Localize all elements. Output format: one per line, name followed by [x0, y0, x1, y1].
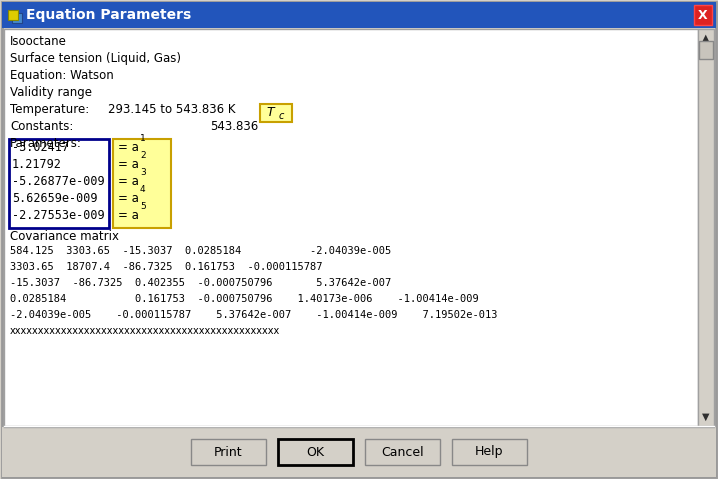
Text: T: T	[266, 105, 274, 118]
Text: 1.21792: 1.21792	[12, 158, 62, 171]
Text: -5.26877e-009: -5.26877e-009	[12, 175, 105, 188]
Bar	[12, 13, 22, 23]
Text: 5.62659e-009: 5.62659e-009	[12, 192, 98, 205]
Bar	[2, 427, 716, 477]
Text: 543.836: 543.836	[210, 120, 258, 133]
Text: xxxxxxxxxxxxxxxxxxxxxxxxxxxxxxxxxxxxxxxxxxxxxxx: xxxxxxxxxxxxxxxxxxxxxxxxxxxxxxxxxxxxxxxx…	[10, 326, 280, 336]
Bar	[9, 139, 109, 228]
Text: = a: = a	[118, 192, 139, 205]
Bar	[191, 439, 266, 465]
Bar	[698, 29, 714, 426]
Text: Equation Parameters: Equation Parameters	[26, 8, 191, 22]
Text: Isooctane: Isooctane	[10, 35, 67, 48]
Text: = a: = a	[118, 175, 139, 188]
Text: Print: Print	[214, 445, 243, 458]
Bar	[4, 29, 698, 426]
Text: 3: 3	[140, 168, 146, 177]
Text: Covariance matrix: Covariance matrix	[10, 230, 119, 243]
Bar	[694, 5, 712, 25]
Text: Constants:: Constants:	[10, 120, 73, 133]
Text: -2.27553e-009: -2.27553e-009	[12, 209, 105, 222]
Text: = a: = a	[118, 158, 139, 171]
Bar	[452, 439, 527, 465]
Text: ▼: ▼	[702, 412, 710, 422]
Text: Surface tension (Liquid, Gas): Surface tension (Liquid, Gas)	[10, 52, 181, 65]
Text: 0.0285184           0.161753  -0.000750796    1.40173e-006    -1.00414e-009: 0.0285184 0.161753 -0.000750796 1.40173e…	[10, 294, 479, 304]
Bar	[8, 10, 18, 20]
Text: -15.3037  -86.7325  0.402355  -0.000750796       5.37642e-007: -15.3037 -86.7325 0.402355 -0.000750796 …	[10, 278, 391, 288]
Text: Cancel: Cancel	[381, 445, 424, 458]
Text: Parameters:: Parameters:	[10, 137, 82, 150]
Text: X: X	[698, 9, 708, 22]
Text: 5: 5	[140, 202, 146, 211]
Text: 4: 4	[140, 185, 146, 194]
Text: ▲: ▲	[702, 33, 710, 43]
Text: Help: Help	[475, 445, 504, 458]
Bar	[260, 104, 292, 122]
Text: c: c	[279, 111, 284, 121]
Text: 2: 2	[140, 151, 146, 160]
Text: 3303.65  18707.4  -86.7325  0.161753  -0.000115787: 3303.65 18707.4 -86.7325 0.161753 -0.000…	[10, 262, 322, 272]
Bar	[365, 439, 440, 465]
Text: Temperature:: Temperature:	[10, 103, 89, 116]
Text: = a: = a	[118, 141, 139, 154]
Text: = a: = a	[118, 209, 139, 222]
Bar	[278, 439, 353, 465]
Bar	[113, 139, 171, 228]
Text: -2.04039e-005    -0.000115787    5.37642e-007    -1.00414e-009    7.19502e-013: -2.04039e-005 -0.000115787 5.37642e-007 …	[10, 310, 498, 320]
Text: Validity range: Validity range	[10, 86, 92, 99]
Text: -3.02417: -3.02417	[12, 141, 69, 154]
Text: 293.145 to 543.836 K: 293.145 to 543.836 K	[108, 103, 236, 116]
Text: Equation: Watson: Equation: Watson	[10, 69, 113, 82]
Text: 1: 1	[140, 134, 146, 143]
Text: OK: OK	[307, 445, 325, 458]
Bar	[2, 2, 716, 28]
Text: 584.125  3303.65  -15.3037  0.0285184           -2.04039e-005: 584.125 3303.65 -15.3037 0.0285184 -2.04…	[10, 246, 391, 256]
Bar	[699, 41, 713, 59]
